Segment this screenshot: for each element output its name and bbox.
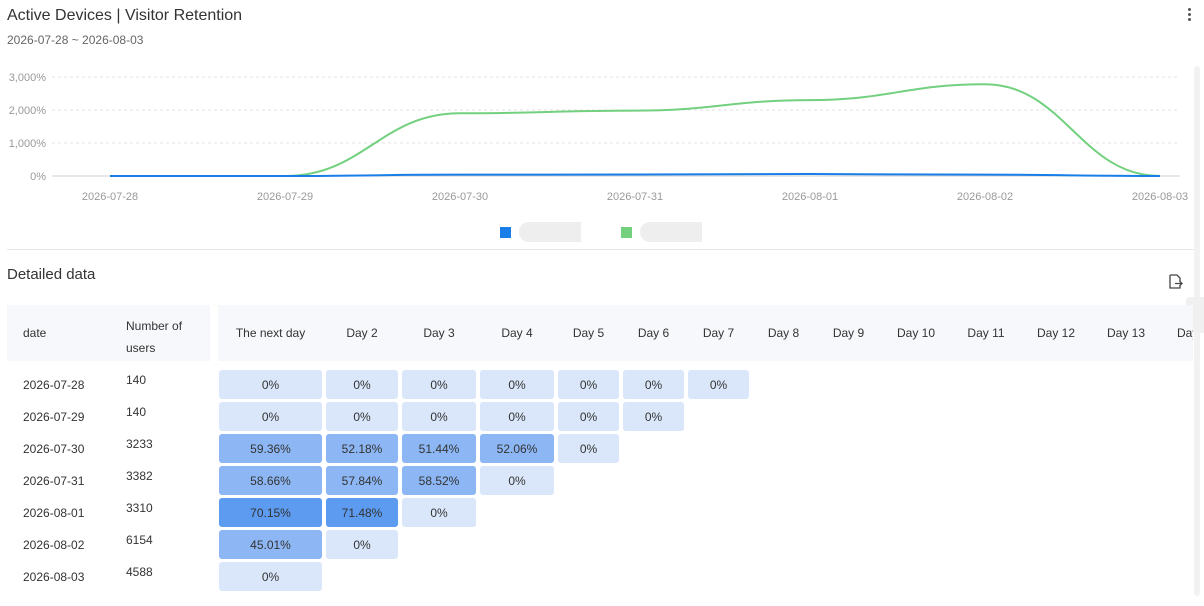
x-tick-label: 2026-08-02	[957, 191, 1013, 203]
divider	[7, 249, 1196, 250]
retention-cell[interactable]: 0%	[219, 562, 322, 591]
row-users: 3382	[126, 469, 153, 483]
retention-cell[interactable]: 70.15%	[219, 498, 322, 527]
row-date: 2026-07-30	[23, 442, 85, 456]
row-users: 6154	[126, 533, 153, 547]
retention-cell[interactable]: 0%	[558, 402, 619, 431]
page-title: Active Devices | Visitor Retention	[7, 7, 243, 24]
retention-cell[interactable]: 0%	[558, 434, 619, 463]
column-header-day: Day 6	[637, 326, 670, 340]
column-header-day: Day 14	[1176, 326, 1193, 340]
row-date: 2026-07-28	[23, 378, 85, 392]
header: Active Devices | Visitor Retention 2026-…	[7, 6, 242, 48]
legend-item-series-2[interactable]	[621, 222, 702, 242]
x-tick-label: 2026-07-29	[257, 191, 313, 203]
retention-cell[interactable]: 0%	[326, 402, 398, 431]
x-tick-label: 2026-07-31	[607, 191, 663, 203]
column-header-day: Day 9	[832, 326, 865, 340]
retention-cell[interactable]: 0%	[326, 530, 398, 559]
legend-swatch-series-2	[621, 226, 632, 238]
row-date: 2026-08-01	[23, 506, 85, 520]
more-vertical-icon[interactable]	[1186, 8, 1192, 24]
retention-cell[interactable]: 52.06%	[480, 434, 554, 463]
retention-line-chart: 0% 1,000% 2,000% 3,000% 2026-07-28 2026-07-29…	[9, 72, 1188, 203]
row-date: 2026-08-03	[23, 570, 85, 584]
row-users: 140	[126, 405, 147, 419]
row-date: 2026-08-02	[23, 538, 85, 552]
x-tick-label: 2026-07-30	[432, 191, 488, 203]
table-header-left: date Number of users	[7, 305, 210, 361]
retention-cell[interactable]: 57.84%	[326, 466, 398, 495]
x-tick-label: 2026-07-28	[82, 191, 138, 203]
row-date: 2026-07-29	[23, 410, 85, 424]
column-header-day: Day 5	[572, 326, 605, 340]
retention-cell[interactable]: 59.36%	[219, 434, 322, 463]
retention-cell[interactable]: 0%	[219, 370, 322, 399]
retention-cell[interactable]: 0%	[402, 498, 476, 527]
column-header-day: Day 2	[346, 326, 378, 340]
retention-table: date Number of users The next day Day 2 Da…	[7, 305, 1193, 605]
chart-legend	[500, 222, 732, 242]
column-header-day: Day 8	[767, 326, 800, 340]
column-header-day: Day 7	[702, 326, 735, 340]
retention-cell[interactable]: 71.48%	[326, 498, 398, 527]
x-tick-label: 2026-08-03	[1132, 191, 1188, 203]
export-icon[interactable]	[1167, 273, 1184, 290]
row-users: 140	[126, 373, 147, 387]
row-date: 2026-07-31	[23, 474, 85, 488]
detail-section-title: Detailed data	[7, 266, 96, 283]
retention-cell[interactable]: 51.44%	[402, 434, 476, 463]
row-users: 3310	[126, 501, 153, 515]
column-header-day: Day 12	[1036, 326, 1076, 340]
retention-cell[interactable]: 58.52%	[402, 466, 476, 495]
legend-swatch-series-1	[500, 226, 511, 238]
series-line-1	[109, 173, 1161, 178]
retention-cell[interactable]: 0%	[480, 466, 554, 495]
retention-cell[interactable]: 58.66%	[219, 466, 322, 495]
legend-label-series-2	[640, 222, 702, 242]
x-tick-label: 2026-08-01	[782, 191, 838, 203]
row-users: 4588	[126, 565, 153, 579]
retention-cell[interactable]: 52.18%	[326, 434, 398, 463]
table-header-right	[218, 305, 1193, 361]
series-line-2	[109, 83, 1161, 178]
retention-cell[interactable]: 0%	[558, 370, 619, 399]
y-tick-label: 1,000%	[9, 138, 47, 150]
legend-label-series-1	[519, 222, 581, 242]
retention-cell[interactable]: 0%	[402, 370, 476, 399]
retention-cell[interactable]: 0%	[402, 402, 476, 431]
retention-cell[interactable]: 0%	[219, 402, 322, 431]
date-range: 2026-07-28 ~ 2026-08-03	[7, 33, 144, 47]
retention-cell[interactable]: 0%	[326, 370, 398, 399]
retention-cell[interactable]: 45.01%	[219, 530, 322, 559]
column-header-day: Day 11	[967, 326, 1005, 340]
retention-cell[interactable]: 0%	[623, 402, 684, 431]
column-header-day: Day 10	[896, 326, 936, 340]
column-header-day: Day 3	[423, 326, 455, 340]
column-header-date: date	[23, 326, 47, 340]
y-tick-label: 0%	[30, 171, 46, 183]
retention-cell[interactable]: 0%	[480, 370, 554, 399]
column-header-day: The next day	[235, 326, 306, 340]
y-tick-label: 2,000%	[9, 105, 47, 117]
y-tick-label: 3,000%	[9, 72, 47, 84]
column-header-users: Number of users	[126, 319, 183, 355]
row-users: 3233	[126, 437, 153, 451]
legend-item-series-1[interactable]	[500, 222, 581, 242]
column-header-day: Day 13	[1106, 326, 1146, 340]
retention-cell[interactable]: 0%	[623, 370, 684, 399]
column-header-day: Day 4	[501, 326, 533, 340]
retention-cell[interactable]: 0%	[688, 370, 749, 399]
retention-cell[interactable]: 0%	[480, 402, 554, 431]
